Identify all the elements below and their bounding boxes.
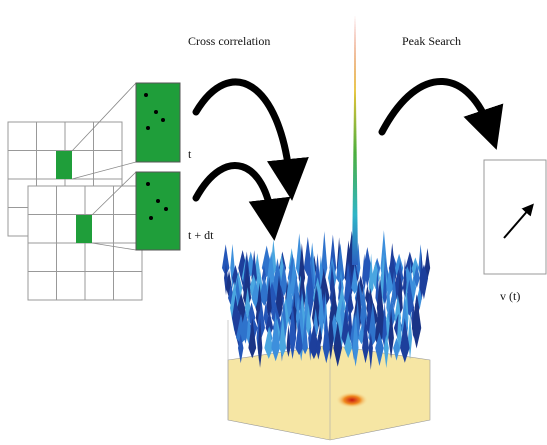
- surface-spike: [397, 301, 402, 353]
- surface-spike: [368, 253, 374, 295]
- surface-spike: [275, 275, 283, 320]
- surface-spike: [243, 263, 252, 311]
- image-frame-t-dt: [27, 185, 143, 301]
- surface-spike: [265, 310, 274, 337]
- surface-spike: [295, 318, 303, 356]
- surface-spike: [259, 275, 269, 306]
- label-velocity: v (t): [500, 289, 520, 303]
- surface-spike: [375, 332, 384, 366]
- surface-spike: [257, 317, 263, 368]
- velocity-box: [483, 159, 547, 275]
- label-cross-correlation: Cross correlation: [188, 34, 270, 48]
- surface-spike: [400, 318, 410, 363]
- interrogation-window-t: [135, 82, 181, 163]
- surface-spike: [402, 258, 408, 299]
- surface-spike: [413, 265, 421, 289]
- label-t-dt: t + dt: [188, 228, 214, 242]
- surface-spike: [362, 253, 367, 292]
- surface-spike: [388, 308, 394, 359]
- surface-spike: [266, 276, 272, 321]
- floor-peak: [336, 392, 368, 408]
- surface-spike: [288, 302, 297, 360]
- surface-spike: [411, 294, 422, 349]
- surface-spike: [255, 253, 260, 291]
- surface-spike: [224, 263, 229, 296]
- surface-spike: [271, 311, 280, 362]
- surface-spike: [407, 315, 413, 360]
- surface-spike: [391, 270, 397, 309]
- surface-spike: [356, 242, 361, 280]
- surface-spike: [417, 287, 422, 310]
- surface-spike: [315, 334, 321, 360]
- surface-spike: [322, 314, 330, 364]
- surface-spike: [318, 255, 324, 302]
- surface-spike: [248, 318, 257, 359]
- surface-spike: [336, 243, 345, 285]
- surface-spike: [236, 313, 246, 345]
- surface-spike: [344, 331, 353, 359]
- surface-spike: [386, 270, 391, 316]
- arrows: [192, 78, 504, 241]
- surface-spike: [321, 231, 328, 282]
- surface-spike: [352, 311, 359, 367]
- surface-spike: [286, 324, 291, 358]
- surface-spike: [222, 244, 230, 277]
- surface-spike: [393, 337, 400, 361]
- surface-spike: [232, 264, 239, 292]
- surface-spike: [280, 262, 288, 297]
- surface-spike: [333, 321, 343, 367]
- correlation-peak: [352, 15, 358, 265]
- surface-spike: [321, 293, 327, 325]
- zoom-lines: [71, 82, 137, 251]
- surface-spike: [368, 332, 373, 370]
- interrogation-window-t-dt: [135, 171, 181, 251]
- surface-spike: [382, 260, 387, 305]
- surface-spike: [263, 299, 269, 327]
- surface-spike: [346, 291, 354, 316]
- surface-spike: [279, 314, 287, 357]
- surface-spike: [246, 309, 252, 345]
- surface-spike: [387, 296, 396, 329]
- correlation-floor: [227, 344, 431, 441]
- surface-spike: [330, 313, 338, 346]
- surface-spike: [351, 264, 359, 295]
- surface-spike: [362, 316, 369, 364]
- label-t: t: [188, 147, 192, 161]
- surface-spike: [419, 251, 424, 301]
- label-peak-search: Peak Search: [402, 34, 461, 48]
- surface-spike: [305, 303, 312, 336]
- surface-spike: [238, 333, 244, 364]
- surface-spike: [383, 334, 389, 369]
- surface-spike: [264, 327, 274, 359]
- surface-spike: [302, 314, 308, 355]
- surface-spike: [424, 248, 431, 280]
- surface-spike: [368, 302, 378, 346]
